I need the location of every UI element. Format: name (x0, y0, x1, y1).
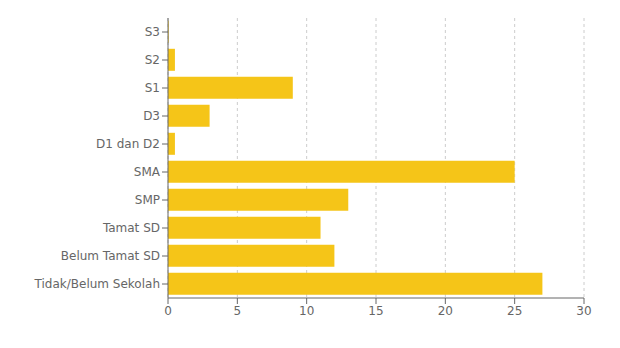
svg-text:Tamat SD: Tamat SD (102, 221, 160, 235)
svg-text:S1: S1 (145, 81, 160, 95)
svg-text:5: 5 (234, 304, 242, 318)
svg-text:S2: S2 (145, 53, 160, 67)
svg-text:15: 15 (368, 304, 383, 318)
svg-text:25: 25 (507, 304, 522, 318)
svg-text:SMA: SMA (134, 165, 161, 179)
svg-text:20: 20 (438, 304, 453, 318)
svg-text:D3: D3 (143, 109, 160, 123)
svg-text:Tidak/Belum Sekolah: Tidak/Belum Sekolah (34, 277, 160, 291)
svg-text:D1 dan D2: D1 dan D2 (96, 137, 160, 151)
svg-text:0: 0 (164, 304, 172, 318)
svg-text:10: 10 (299, 304, 314, 318)
svg-text:Belum Tamat SD: Belum Tamat SD (61, 249, 160, 263)
svg-text:SMP: SMP (135, 193, 160, 207)
svg-text:S3: S3 (145, 25, 160, 39)
svg-text:30: 30 (576, 304, 591, 318)
